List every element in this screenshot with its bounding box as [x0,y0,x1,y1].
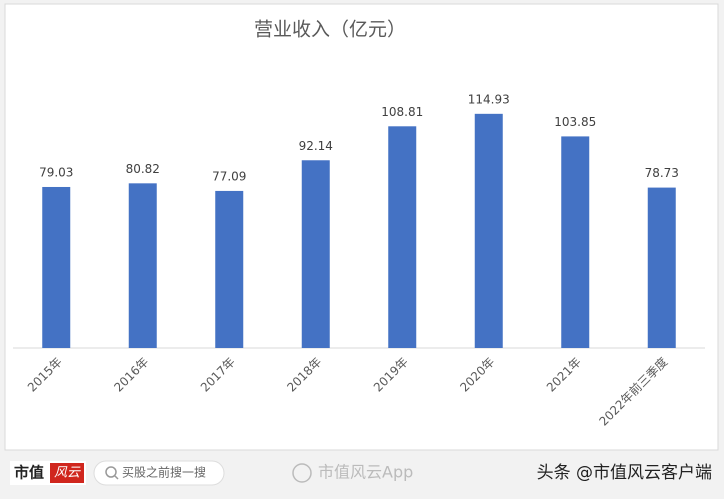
value-label: 79.03 [39,165,73,179]
search-icon [105,466,117,478]
value-label: 114.93 [468,92,510,106]
source: 头条 @市值风云客户端 [537,463,712,483]
value-label: 80.82 [126,162,160,176]
logo-mark [50,463,84,483]
bar [647,187,676,348]
bar [474,113,503,348]
value-label: 77.09 [212,169,246,183]
logo-text: 市值 [14,464,44,482]
value-label: 108.81 [381,105,423,119]
value-label: 103.85 [554,115,596,129]
search-icon [114,475,119,480]
value-label: 78.73 [645,166,679,180]
bar [561,136,590,348]
bar [128,183,157,348]
watermark: 市值风云App [318,463,413,482]
bar [301,160,330,348]
search-placeholder[interactable]: 买股之前搜一搜 [122,465,206,480]
value-label: 92.14 [299,139,333,153]
chart-card [4,3,719,451]
logo-text: 风云 [54,466,81,481]
bar [215,190,244,348]
bar [388,126,417,348]
search-box[interactable] [93,460,225,486]
watermark-icon [292,463,312,483]
bar [42,186,71,348]
chart-title: 营业收入（亿元） [254,19,406,41]
